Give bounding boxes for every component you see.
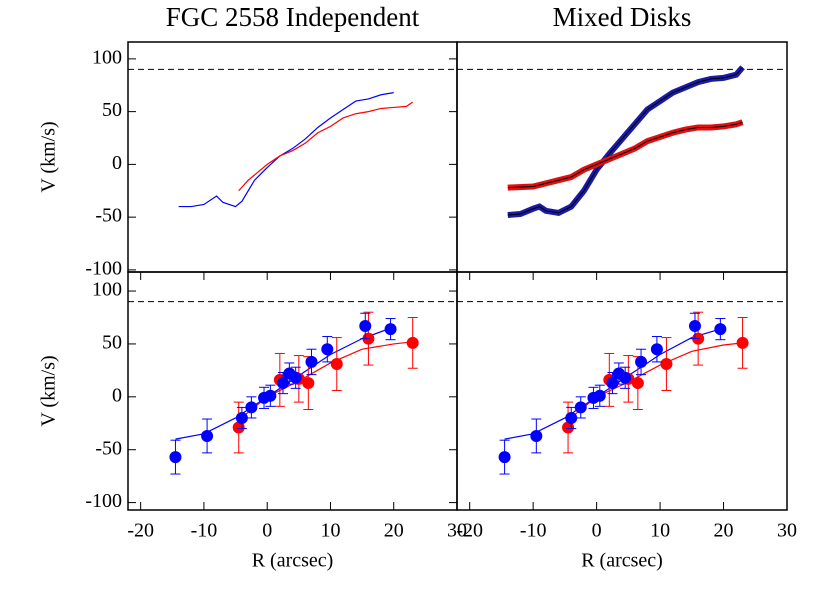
y-tick-label: 0 xyxy=(112,384,122,406)
series-line xyxy=(507,65,745,219)
point xyxy=(201,429,214,442)
x-axis-label: R (arcsec) xyxy=(252,550,334,572)
x-tick-label: -10 xyxy=(191,520,218,542)
point xyxy=(245,401,258,414)
panel-title: FGC 2558 Independent xyxy=(166,2,420,32)
point xyxy=(714,323,727,336)
point xyxy=(406,336,419,349)
point xyxy=(530,429,543,442)
point xyxy=(235,411,248,424)
series-line xyxy=(178,92,394,208)
y-tick-label: -50 xyxy=(95,205,122,227)
x-tick-label: 30 xyxy=(447,520,467,542)
x-tick-label: 0 xyxy=(592,520,602,542)
point xyxy=(169,451,182,464)
panel-frame xyxy=(456,271,788,511)
x-axis-label: R (arcsec) xyxy=(581,550,663,572)
point xyxy=(593,389,606,402)
y-tick-label: -100 xyxy=(85,490,122,512)
point xyxy=(650,343,663,356)
y-tick-label: 50 xyxy=(102,332,122,354)
x-tick-label: 30 xyxy=(777,520,797,542)
x-tick-label: -20 xyxy=(127,520,154,542)
point xyxy=(631,377,644,390)
point xyxy=(660,358,673,371)
point xyxy=(330,358,343,371)
panel-title: Mixed Disks xyxy=(553,2,692,32)
x-tick-label: 10 xyxy=(320,520,340,542)
series-center-line xyxy=(507,121,743,189)
y-tick-label: 50 xyxy=(102,99,122,121)
point xyxy=(321,343,334,356)
point xyxy=(635,355,648,368)
x-tick-label: 0 xyxy=(262,520,272,542)
point xyxy=(565,411,578,424)
point xyxy=(359,319,372,332)
x-tick-label: 10 xyxy=(650,520,670,542)
panel-frame xyxy=(127,41,458,273)
x-tick-label: 20 xyxy=(384,520,404,542)
series-center-line xyxy=(507,66,743,216)
point xyxy=(619,371,632,384)
point xyxy=(498,451,511,464)
x-tick-label: -10 xyxy=(520,520,547,542)
x-tick-label: 20 xyxy=(714,520,734,542)
point xyxy=(277,377,290,390)
y-axis-label: V (km/s) xyxy=(38,121,60,192)
point xyxy=(302,377,315,390)
point xyxy=(736,336,749,349)
series-line xyxy=(238,101,414,192)
y-tick-label: 100 xyxy=(92,46,122,68)
y-tick-label: -100 xyxy=(85,257,122,279)
point xyxy=(574,401,587,414)
y-axis-label: V (km/s) xyxy=(38,355,60,426)
point xyxy=(264,389,277,402)
x-tick-label: -20 xyxy=(456,520,483,542)
y-tick-label: 100 xyxy=(92,279,122,301)
y-tick-label: 0 xyxy=(112,152,122,174)
point xyxy=(289,371,302,384)
point xyxy=(606,377,619,390)
y-tick-label: -50 xyxy=(95,437,122,459)
point xyxy=(305,355,318,368)
point xyxy=(688,319,701,332)
point xyxy=(384,323,397,336)
